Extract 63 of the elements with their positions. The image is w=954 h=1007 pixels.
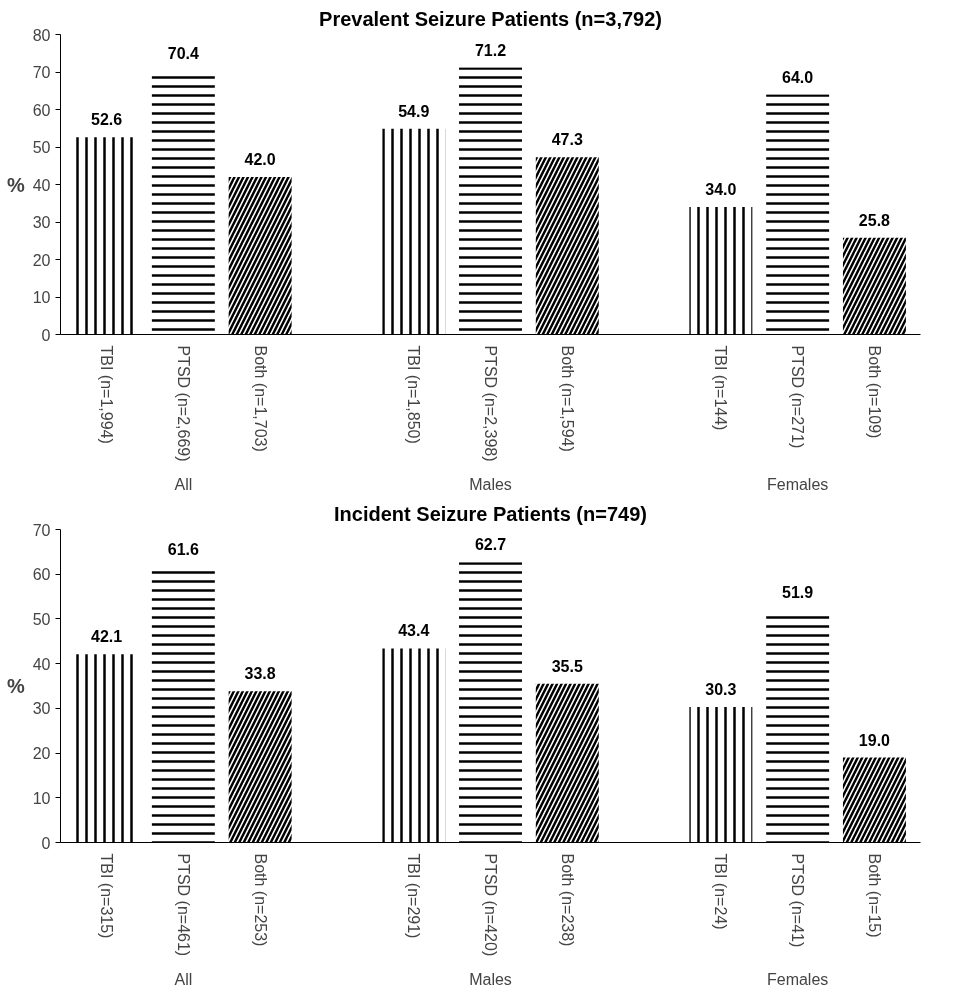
y-tick-label: 30 <box>32 700 51 718</box>
data-label: 33.8 <box>244 665 276 683</box>
y-axis-title: % <box>6 173 25 196</box>
x-tick-label: PTSD (n=461) <box>174 853 192 957</box>
y-tick-label: 60 <box>32 566 51 584</box>
data-label: 25.8 <box>858 211 891 229</box>
y-tick-label: 70 <box>32 64 51 81</box>
x-tick-label: Both (n=238) <box>558 853 576 947</box>
x-tick-label: Both (n=1,703) <box>251 345 269 452</box>
y-tick-label: 20 <box>32 251 51 269</box>
x-tick-label: PTSD (n=2,669) <box>174 345 192 462</box>
y-tick-label: 20 <box>32 745 51 763</box>
y-tick-label: 0 <box>41 834 51 852</box>
data-label: 52.6 <box>91 111 123 129</box>
data-label: 43.4 <box>398 622 430 640</box>
data-label: 51.9 <box>782 584 814 602</box>
x-tick-label: TBI (n=24) <box>712 853 730 930</box>
x-tick-label: TBI (n=1,994) <box>98 345 116 444</box>
x-tick-label: TBI (n=315) <box>98 853 116 939</box>
x-tick-label: Both (n=15) <box>865 853 883 938</box>
y-tick-label: 30 <box>32 214 51 231</box>
x-tick-label: PTSD (n=41) <box>789 853 807 948</box>
text: All <box>174 475 193 493</box>
text: Males <box>469 475 512 493</box>
y-tick-label: 50 <box>32 139 51 156</box>
x-tick-label: Both (n=109) <box>865 345 883 439</box>
y-tick-label: 10 <box>32 789 51 807</box>
data-label: 30.3 <box>705 681 737 699</box>
y-tick-label: 40 <box>32 655 51 673</box>
data-label: 42.0 <box>244 151 276 168</box>
y-tick-label: 0 <box>41 326 51 344</box>
y-tick-label: 60 <box>32 101 51 119</box>
x-tick-label: TBI (n=291) <box>405 853 423 939</box>
data-label: 61.6 <box>167 541 200 559</box>
y-tick-label: 80 <box>32 26 51 44</box>
text: Females <box>766 970 829 988</box>
data-label: 62.7 <box>474 536 507 554</box>
x-tick-label: PTSD (n=420) <box>482 853 499 957</box>
x-tick-label: TBI (n=144) <box>712 345 730 431</box>
x-tick-label: Both (n=253) <box>251 853 269 947</box>
y-tick-label: 40 <box>32 176 51 194</box>
data-label: 34.0 <box>705 181 737 198</box>
data-label: 54.9 <box>398 102 430 120</box>
text: Males <box>469 970 512 988</box>
text: Females <box>766 475 829 493</box>
data-label: 70.4 <box>167 44 200 62</box>
y-tick-label: 70 <box>32 521 51 539</box>
chart-title: Prevalent Seizure Patients (n=3,792) <box>319 7 662 30</box>
data-label: 71.2 <box>474 41 507 59</box>
text: All <box>174 970 193 988</box>
data-label: 47.3 <box>551 131 583 149</box>
y-tick-label: 50 <box>32 610 51 628</box>
x-tick-label: Both (n=1,594) <box>558 345 576 452</box>
data-label: 19.0 <box>858 731 891 749</box>
data-label: 42.1 <box>91 628 123 646</box>
chart-title: Incident Seizure Patients (n=749) <box>334 502 647 525</box>
x-tick-label: PTSD (n=2,398) <box>482 345 499 462</box>
x-tick-label: PTSD (n=271) <box>789 345 807 449</box>
data-label: 35.5 <box>551 657 583 675</box>
x-tick-label: TBI (n=1,850) <box>405 345 423 444</box>
y-axis-title: % <box>6 675 25 697</box>
y-tick-label: 10 <box>32 289 51 306</box>
data-label: 64.0 <box>782 68 814 86</box>
